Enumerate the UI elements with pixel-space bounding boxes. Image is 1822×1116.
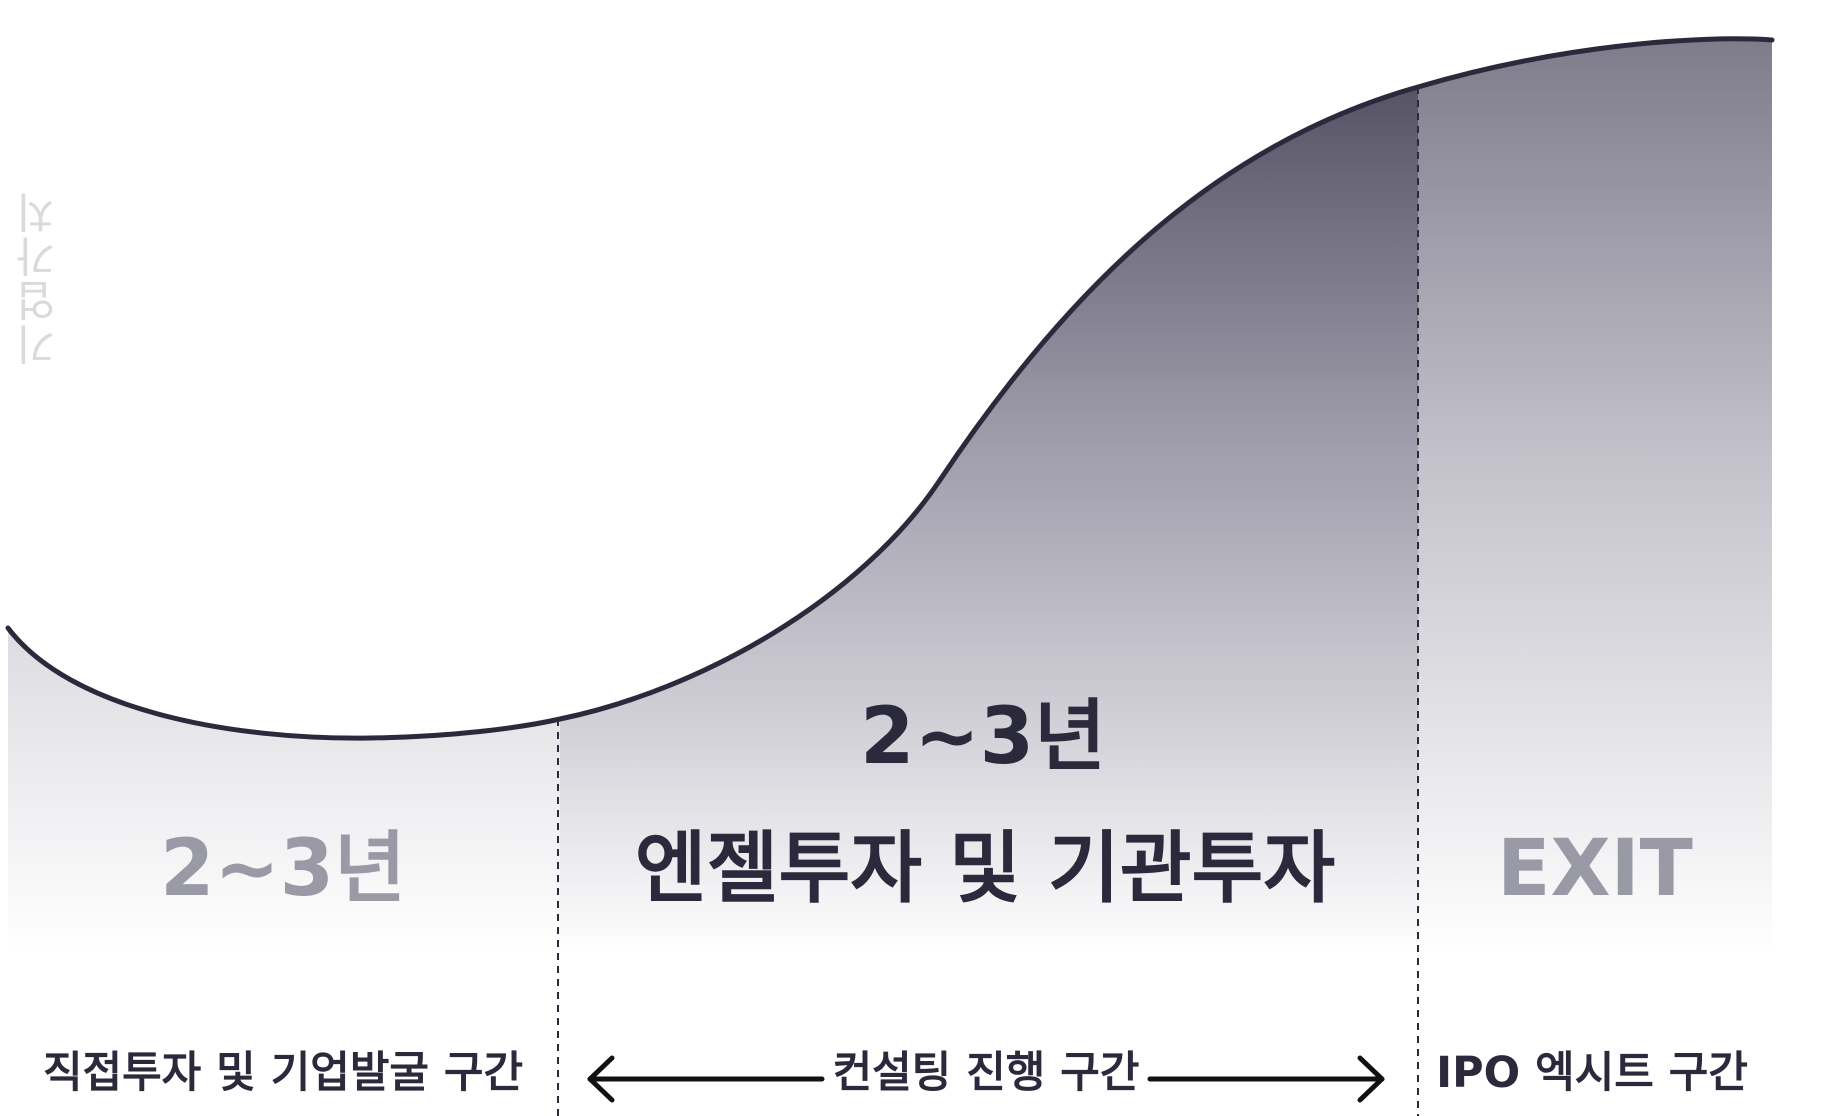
phase-2-title: 엔젤투자 및 기관투자: [634, 824, 1336, 914]
phase-3-title: EXIT: [1497, 824, 1693, 914]
region-middle-fill: [560, 87, 1418, 955]
phase-3-caption: IPO 엑시트 구간: [1436, 1048, 1748, 1098]
consulting-span-arrow: [587, 1055, 1385, 1103]
y-axis-label: 기업가치: [14, 190, 63, 366]
region-left-fill: [8, 628, 560, 955]
phase-2-caption: 컨설팅 진행 구간: [832, 1048, 1140, 1098]
phase-1-caption: 직접투자 및 기업발굴 구간: [42, 1048, 524, 1098]
growth-curve: [5, 36, 1775, 741]
phase-2-duration: 2~3년: [860, 692, 1106, 782]
region-right-fill: [1418, 38, 1772, 956]
phase-1-duration: 2~3년: [160, 824, 406, 914]
